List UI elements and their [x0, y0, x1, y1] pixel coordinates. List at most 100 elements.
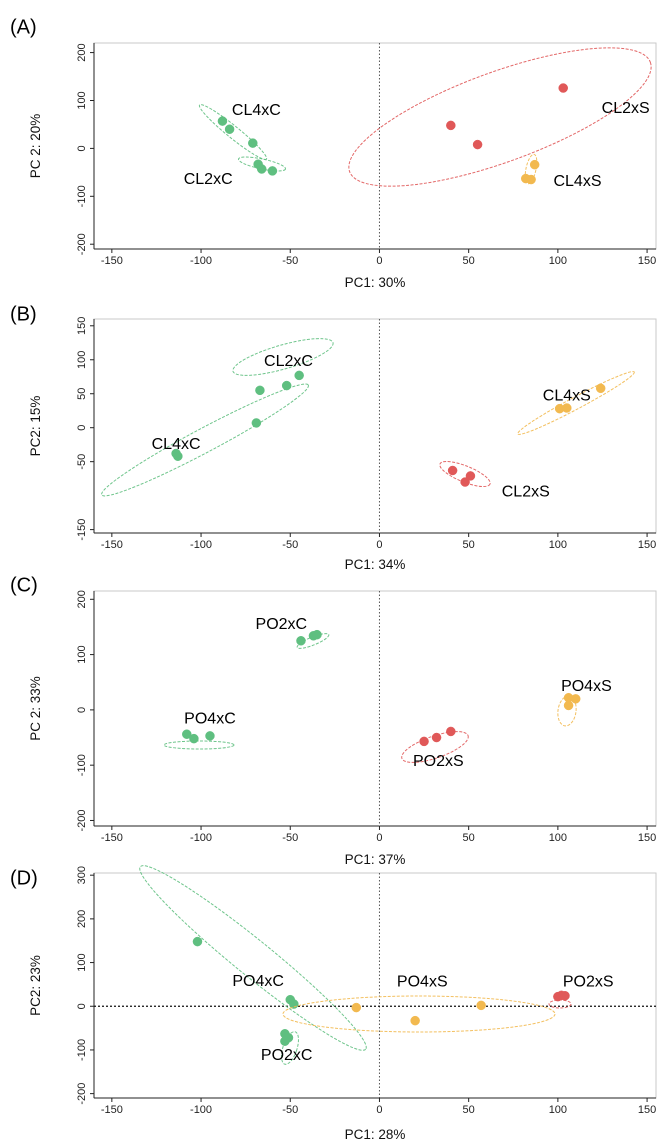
panel-a-frame: [93, 42, 657, 250]
panel-a-x-tick-label: 150: [638, 255, 656, 267]
panel-b-x-tick-label: -100: [190, 539, 212, 551]
panel-c-y-tick-label: 100: [76, 645, 88, 663]
panel-d-x-tick-label: 0: [376, 1104, 382, 1116]
panel-b-cl2xs-point: [447, 465, 458, 476]
panel-d-po4xc-point: [289, 999, 299, 1009]
panel-b-cl2xc-label: CL2xC: [264, 353, 313, 370]
panel-b-cl4xc-label: CL4xC: [152, 436, 201, 453]
panel-d-y-tick-label: 300: [76, 866, 88, 884]
panel-a-x-axis-title: PC1: 30%: [345, 275, 406, 290]
panel-b-cl2xs-label: CL2xS: [502, 483, 550, 500]
panel-b-cl4xs-label: CL4xS: [543, 388, 591, 405]
panel-d-y-tick-label: 0: [76, 1003, 88, 1009]
panel-d-y-axis-title: PC2: 23%: [28, 955, 43, 1016]
panel-d-x-tick-label: 150: [638, 1104, 656, 1116]
panel-a-cl2xs-point: [446, 120, 456, 131]
panel-d-po4xs-ellipse: [282, 995, 556, 1033]
panel-b-cl2xc-point: [294, 370, 304, 381]
panel-b-y-tick-label: 150: [76, 317, 88, 335]
panel-c-x-tick-label: 50: [463, 832, 475, 844]
panel-a-y-tick-label: -100: [76, 185, 88, 207]
panel-a-cl4xs-point: [529, 159, 540, 170]
panel-c-po2xc-point: [296, 636, 306, 646]
panel-c-x-tick-label: 150: [638, 832, 656, 844]
panel-b-x-tick-label: 100: [549, 539, 567, 551]
panel-d-po2xs-point: [560, 991, 570, 1001]
panel-a-cl4xc-label: CL4xC: [232, 102, 281, 119]
panel-c-po2xc-label: PO2xC: [256, 616, 308, 633]
panel-d-po2xs-label: PO2xS: [563, 973, 614, 990]
panel-c-po4xc-ellipse: [163, 740, 235, 750]
panel-c-y-tick-label: 200: [76, 590, 88, 608]
panel-b-y-tick-label: 0: [76, 425, 88, 431]
panel-c-x-tick-label: 0: [376, 832, 382, 844]
panel-b-x-axis-title: PC1: 34%: [345, 557, 406, 572]
panel-d-po2xc-ellipse: [281, 1031, 299, 1065]
panel-b-cl2xc-ellipse: [232, 338, 334, 376]
panel-a-x-tick-label: 0: [376, 255, 382, 267]
panel-b-x-tick-label: -150: [101, 539, 123, 551]
panel-d-po4xc-point: [192, 936, 203, 947]
panel-c-po4xc-point: [189, 733, 199, 744]
panel-c-po4xc-label: PO4xC: [184, 711, 236, 728]
panel-a-cl2xs-ellipse: [348, 47, 652, 187]
panel-a-tag: (A): [10, 17, 37, 39]
panel-b-y-tick-label: -50: [76, 454, 88, 470]
panel-b-cl4xc-ellipse: [101, 383, 309, 497]
panel-a-cl2xs-point: [558, 83, 568, 93]
panel-a-x-tick-label: 50: [463, 255, 475, 267]
panel-a-y-tick-label: 0: [76, 145, 88, 151]
panel-b-x-tick-label: 50: [463, 539, 475, 551]
panel-d-y-tick-label: -100: [76, 1039, 88, 1061]
panel-c-po4xs-point: [570, 694, 581, 704]
panel-a-cl4xs-point: [526, 174, 536, 185]
panel-c-po4xs-ellipse: [557, 695, 577, 727]
panel-b-y-tick-label: -150: [76, 519, 88, 541]
panel-c-po2xs-label: PO2xS: [413, 753, 464, 770]
panel-c-po4xs-label: PO4xS: [561, 678, 612, 695]
panel-b-x-tick-label: 0: [376, 539, 382, 551]
panel-a-cl4xs-label: CL4xS: [553, 173, 601, 190]
panel-a-cl2xc-point: [256, 164, 267, 174]
panel-b-frame: [93, 318, 657, 534]
panel-c-po2xc-ellipse: [296, 633, 330, 649]
panel-c-x-tick-label: 100: [549, 832, 567, 844]
panel-a-cl2xs-label: CL2xS: [602, 100, 650, 117]
panel-c-po2xs-ellipse: [401, 731, 469, 763]
panel-a-x-tick-label: 100: [549, 255, 567, 267]
panel-c-po4xs-point: [563, 700, 574, 711]
panel-c-po2xs-point: [431, 732, 442, 743]
panel-b-cl2xs-point: [465, 471, 476, 481]
panel-b-cl4xs-ellipse: [517, 371, 635, 435]
panel-b-tag: (B): [10, 304, 37, 326]
panel-d-y-tick-label: -200: [76, 1083, 88, 1105]
panel-b-cl2xs-point: [460, 477, 470, 487]
panel-a-x-tick-label: -100: [190, 255, 212, 267]
panel-c-tag: (C): [10, 575, 38, 597]
panel-a-cl2xs-point: [472, 139, 483, 150]
panel-b-x-tick-label: -50: [282, 539, 298, 551]
panel-c-po2xc-point: [312, 629, 322, 640]
panel-d-x-tick-label: -150: [101, 1104, 123, 1116]
panel-d-po4xc-ellipse: [139, 865, 367, 1051]
panel-d-y-tick-label: 200: [76, 910, 88, 928]
panel-a-cl4xs-ellipse: [524, 153, 538, 185]
panel-c-y-axis-title: PC 2: 33%: [28, 676, 43, 741]
panel-c-po4xc-point: [182, 729, 192, 739]
panel-d-po2xc-point: [280, 1036, 290, 1046]
panel-a-cl2xc-label: CL2xC: [184, 171, 233, 188]
panel-d-x-tick-label: -50: [282, 1104, 298, 1116]
panel-a-cl4xc-point: [224, 124, 235, 134]
panel-b-cl4xc-point: [173, 451, 183, 461]
panel-d-y-tick-label: 100: [76, 953, 88, 971]
panel-d-tag: (D): [10, 868, 38, 890]
panel-c-po2xs-point: [446, 726, 456, 737]
panel-c-x-tick-label: -50: [282, 832, 298, 844]
panel-b-y-tick-label: 100: [76, 351, 88, 369]
panel-a-cl4xc-point: [248, 138, 258, 148]
panel-d-po4xc-label: PO4xC: [232, 973, 284, 990]
panel-a-y-tick-label: 200: [76, 43, 88, 61]
panel-a-x-tick-label: -50: [282, 255, 298, 267]
panel-a-y-tick-label: 100: [76, 91, 88, 109]
